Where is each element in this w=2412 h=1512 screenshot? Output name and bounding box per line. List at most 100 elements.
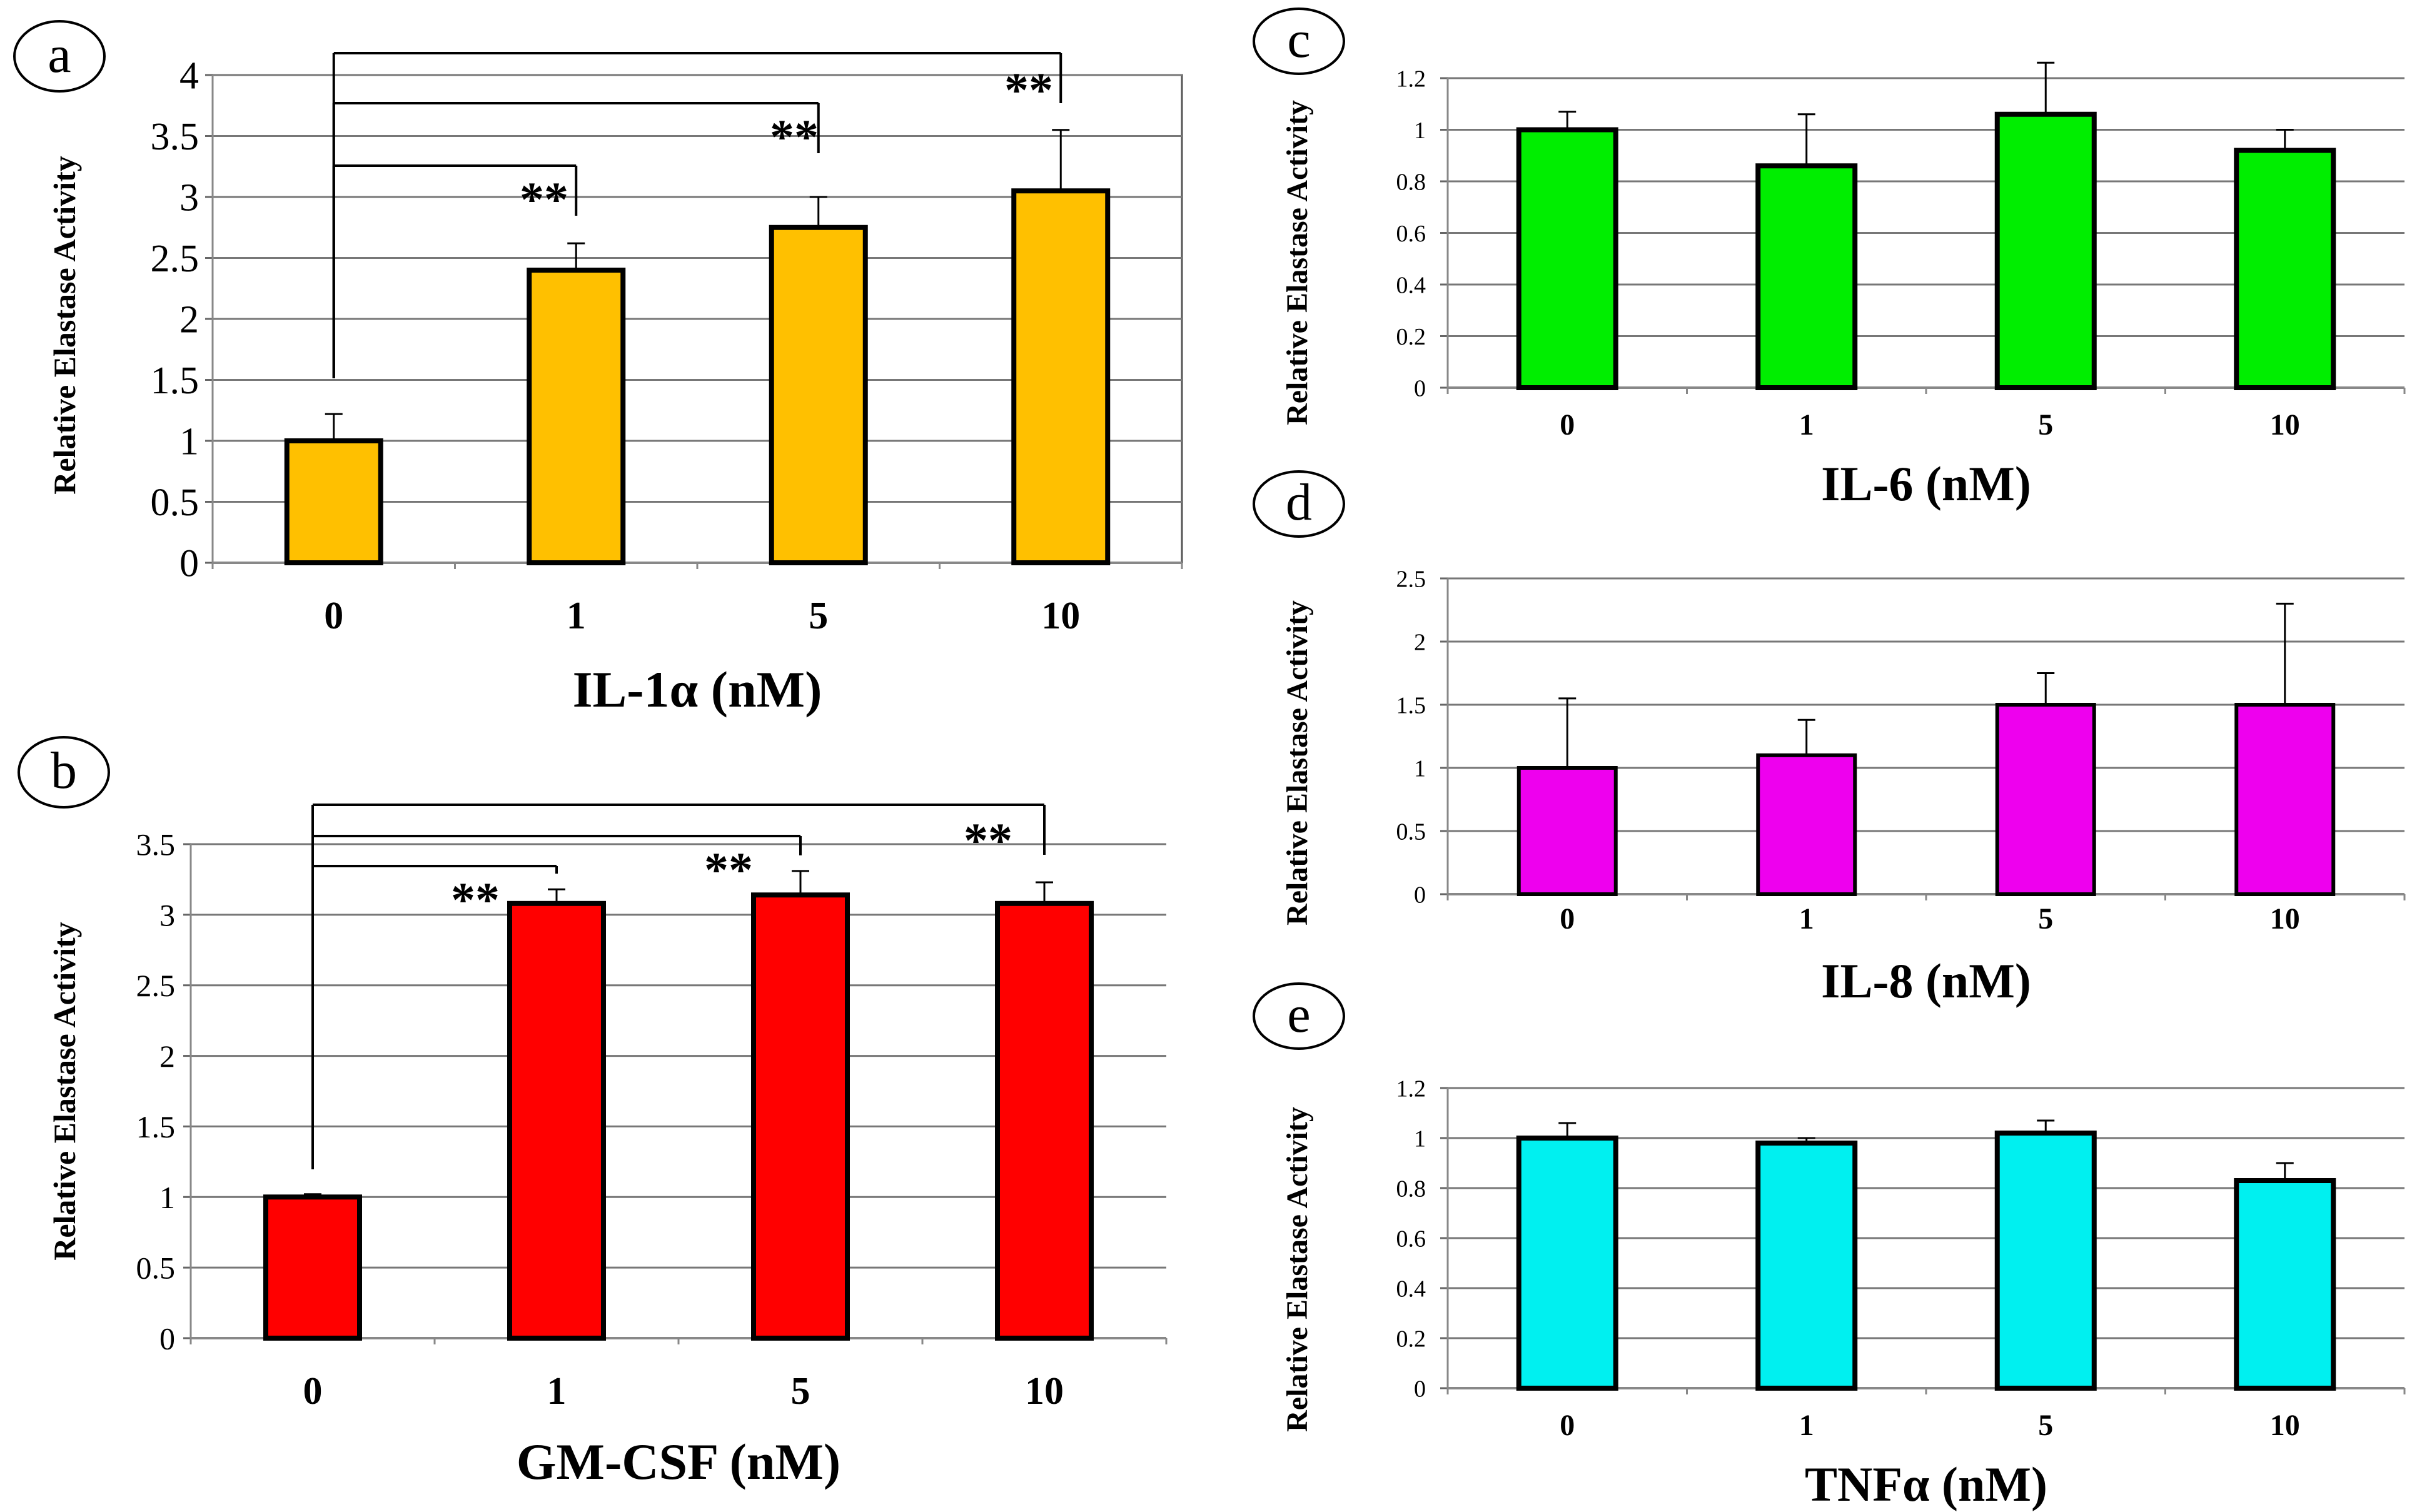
x-tick-label: 0 <box>303 1370 323 1413</box>
bar-5 <box>769 224 868 565</box>
y-tick-label: 0 <box>179 543 199 585</box>
x-tick-label: 1 <box>1799 902 1814 935</box>
x-tick-label: 10 <box>2270 408 2300 441</box>
bar-5 <box>751 892 850 1341</box>
y-axis-label: Relative Elastase Activity <box>1281 600 1314 925</box>
panel-label: c <box>1287 11 1310 69</box>
x-axis-label: TNFα (nM) <box>1805 1457 2047 1511</box>
bar-0 <box>1516 127 1618 390</box>
x-tick-label: 10 <box>2270 1409 2300 1442</box>
panel-b: b 0 0.5 1 1.5 2 2.5 3 3.5 0 1 5 10 GM-CSF (nM) Relativ… <box>18 736 1168 1490</box>
panel-label-circle <box>13 20 106 93</box>
y-tick-label: 1.5 <box>1396 692 1426 718</box>
bar-5 <box>1994 111 2097 390</box>
x-tick-label: 5 <box>809 595 828 637</box>
x-axis-label: IL-1α (nM) <box>573 661 822 718</box>
y-axis-label: Relative Elastase Activity <box>47 922 82 1261</box>
y-axis-label: Relative Elastase Activity <box>1281 100 1314 425</box>
y-tick-label: 1.2 <box>1396 1076 1426 1102</box>
significance-label: ** <box>770 109 819 164</box>
y-tick-label: 0.6 <box>1396 1226 1426 1252</box>
panel-label-circle <box>1253 8 1345 75</box>
y-tick-label: 0.2 <box>1396 324 1426 350</box>
bar-10 <box>995 900 1094 1341</box>
x-tick-label: 0 <box>1560 1409 1575 1442</box>
y-tick-label: 1 <box>179 421 199 463</box>
x-tick-label: 0 <box>1560 902 1575 935</box>
y-tick-label: 1.2 <box>1396 66 1426 92</box>
panel-label-circle <box>1253 470 1345 538</box>
x-tick-label: 10 <box>1041 595 1080 637</box>
y-tick-label: 2 <box>179 299 199 341</box>
y-tick-label: 2 <box>1414 629 1426 655</box>
y-tick-label: 0.6 <box>1396 221 1426 247</box>
x-tick-label: 5 <box>2038 408 2053 441</box>
x-tick-label: 5 <box>2038 902 2053 935</box>
x-tick-label: 1 <box>1799 1409 1814 1442</box>
y-tick-label: 3.5 <box>151 116 199 158</box>
y-tick-label: 0 <box>1414 882 1426 908</box>
x-axis-label: GM-CSF (nM) <box>517 1433 840 1490</box>
x-tick-label: 5 <box>791 1370 810 1413</box>
y-tick-label: 1.5 <box>151 360 199 402</box>
significance-label: ** <box>704 842 753 897</box>
panel-label: e <box>1287 985 1310 1044</box>
y-tick-label: 3 <box>159 897 175 932</box>
x-axis-label: IL-8 (nM) <box>1821 954 2031 1008</box>
panel-d: d 0 0.5 1 1.5 2 2.5 0 1 5 10 IL-8 (nM) Relative Elas… <box>1253 470 2406 1008</box>
bar-0 <box>1516 766 1618 896</box>
bar-5 <box>1994 1131 2097 1391</box>
x-tick-label: 10 <box>2270 902 2300 935</box>
y-tick-label: 0.5 <box>136 1251 176 1286</box>
panel-label: d <box>1286 473 1312 532</box>
y-tick-label: 3.5 <box>136 827 176 862</box>
y-tick-label: 1 <box>159 1180 175 1215</box>
significance-label: ** <box>520 172 568 226</box>
y-tick-label: 0.8 <box>1396 1176 1426 1202</box>
x-tick-label: 0 <box>1560 408 1575 441</box>
bar-10 <box>1011 188 1111 565</box>
y-axis-label: Relative Elastase Activity <box>47 156 82 495</box>
y-tick-label: 1 <box>1414 1126 1426 1152</box>
y-tick-label: 3 <box>179 177 199 219</box>
x-tick-label: 5 <box>2038 1409 2053 1442</box>
panel-a: a 0 0.5 1 1.5 2 2.5 3 3.5 4 0 1 5 10 IL-1α (nM) Relativ… <box>13 20 1183 718</box>
y-tick-label: 2 <box>159 1039 175 1074</box>
y-tick-label: 0.4 <box>1396 1276 1426 1302</box>
significance-label: ** <box>1004 63 1053 117</box>
bar-1 <box>507 900 606 1341</box>
y-tick-label: 0 <box>159 1321 175 1356</box>
bar-0 <box>263 1194 362 1341</box>
bar-1 <box>1756 753 1857 897</box>
bar-1 <box>527 268 626 565</box>
x-axis-label: IL-6 (nM) <box>1821 456 2031 511</box>
bar-10 <box>2234 703 2336 896</box>
panel-label: b <box>51 742 77 800</box>
x-tick-label: 1 <box>547 1370 567 1413</box>
bar-0 <box>1516 1136 1618 1391</box>
y-tick-label: 0 <box>1414 1376 1426 1402</box>
y-tick-label: 0.4 <box>1396 272 1426 298</box>
y-tick-label: 0.5 <box>151 481 199 524</box>
panel-label: a <box>48 26 71 84</box>
bar-0 <box>284 438 383 565</box>
bar-1 <box>1755 163 1858 390</box>
y-axis-label: Relative Elastase Activity <box>1281 1107 1314 1432</box>
x-tick-label: 1 <box>567 595 586 637</box>
x-tick-label: 10 <box>1025 1370 1064 1413</box>
bar-1 <box>1755 1141 1858 1391</box>
y-tick-label: 1.5 <box>136 1109 176 1144</box>
y-tick-label: 0.5 <box>1396 819 1426 845</box>
x-tick-label: 1 <box>1799 408 1814 441</box>
x-tick-label: 0 <box>324 595 343 637</box>
y-tick-label: 1 <box>1414 118 1426 144</box>
y-tick-label: 0.2 <box>1396 1326 1426 1352</box>
y-tick-label: 4 <box>179 55 199 98</box>
y-tick-label: 2.5 <box>151 238 199 280</box>
y-tick-label: 2.5 <box>136 968 176 1003</box>
significance-label: ** <box>964 813 1012 867</box>
bar-10 <box>2234 148 2336 390</box>
panel-e: e 0 0.2 0.4 0.6 0.8 1 1.2 0 1 5 10 TNFα (nM) Relative… <box>1253 982 2406 1511</box>
bar-10 <box>2234 1178 2336 1391</box>
y-tick-label: 0 <box>1414 375 1426 401</box>
